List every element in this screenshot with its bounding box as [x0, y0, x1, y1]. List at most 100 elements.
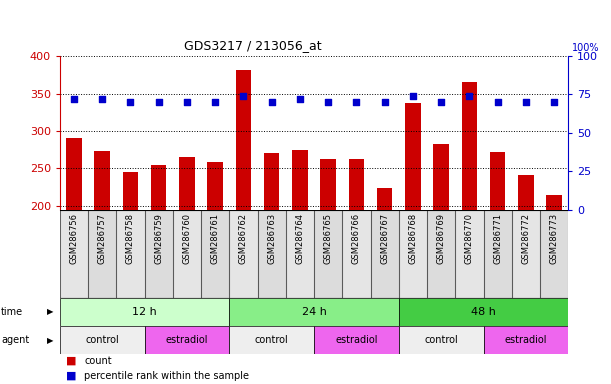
Text: time: time [1, 307, 23, 317]
Text: 48 h: 48 h [471, 307, 496, 317]
Bar [512, 210, 540, 298]
Bar [179, 157, 195, 210]
Text: control: control [255, 335, 288, 345]
Bar [546, 195, 562, 210]
Text: GSM286756: GSM286756 [70, 213, 78, 264]
Text: GSM286760: GSM286760 [183, 213, 191, 264]
Bar [264, 154, 279, 210]
Text: estradiol: estradiol [166, 335, 208, 345]
Point [408, 93, 418, 99]
Bar [95, 151, 110, 210]
Point [97, 96, 107, 102]
Bar [455, 210, 483, 298]
Bar [145, 210, 173, 298]
Text: estradiol: estradiol [505, 335, 547, 345]
Text: 100%: 100% [573, 43, 600, 53]
Bar [399, 298, 568, 326]
Text: GSM286768: GSM286768 [408, 213, 417, 264]
Bar [342, 210, 370, 298]
Text: GSM286757: GSM286757 [98, 213, 107, 264]
Text: GSM286761: GSM286761 [211, 213, 220, 264]
Text: GSM286762: GSM286762 [239, 213, 248, 264]
Bar [208, 162, 223, 210]
Text: GSM286773: GSM286773 [550, 213, 558, 264]
Bar [462, 82, 477, 210]
Bar [314, 210, 342, 298]
Text: estradiol: estradiol [335, 335, 378, 345]
Bar [88, 210, 116, 298]
Text: count: count [84, 356, 112, 366]
Point [210, 99, 220, 105]
Text: control: control [424, 335, 458, 345]
Bar [258, 210, 286, 298]
Bar [405, 103, 420, 210]
Point [126, 99, 136, 105]
Point [549, 99, 559, 105]
Text: GSM286769: GSM286769 [437, 213, 445, 264]
Bar [320, 159, 336, 210]
Bar [229, 210, 258, 298]
Bar [518, 175, 533, 210]
Bar [66, 138, 82, 210]
Bar [286, 210, 314, 298]
Point [464, 93, 474, 99]
Point [380, 99, 390, 105]
Bar [145, 326, 229, 354]
Text: GSM286771: GSM286771 [493, 213, 502, 264]
Bar [236, 70, 251, 210]
Text: agent: agent [1, 335, 29, 345]
Text: control: control [86, 335, 119, 345]
Text: ▶: ▶ [47, 336, 54, 344]
Text: ■: ■ [66, 356, 76, 366]
Bar [399, 326, 483, 354]
Bar [370, 210, 399, 298]
Bar [60, 298, 229, 326]
Bar [151, 165, 166, 210]
Bar [123, 172, 138, 210]
Bar [229, 326, 314, 354]
Bar [377, 188, 392, 210]
Text: ■: ■ [66, 371, 76, 381]
Point [238, 93, 248, 99]
Point [351, 99, 361, 105]
Text: 24 h: 24 h [302, 307, 326, 317]
Text: GSM286766: GSM286766 [352, 213, 361, 264]
Bar [60, 210, 88, 298]
Bar [490, 152, 505, 210]
Point [492, 99, 502, 105]
Bar [399, 210, 427, 298]
Point [323, 99, 333, 105]
Bar [483, 210, 512, 298]
Bar [427, 210, 455, 298]
Point [182, 99, 192, 105]
Text: GSM286767: GSM286767 [380, 213, 389, 264]
Text: GSM286772: GSM286772 [521, 213, 530, 264]
Point [295, 96, 305, 102]
Bar [116, 210, 145, 298]
Text: ▶: ▶ [47, 308, 54, 316]
Point [267, 99, 277, 105]
Point [69, 96, 79, 102]
Text: GSM286759: GSM286759 [154, 213, 163, 264]
Text: GSM286764: GSM286764 [296, 213, 304, 264]
Bar [173, 210, 201, 298]
Bar [483, 326, 568, 354]
Bar [314, 326, 399, 354]
Point [154, 99, 164, 105]
Text: GDS3217 / 213056_at: GDS3217 / 213056_at [185, 39, 322, 52]
Bar [292, 151, 308, 210]
Bar [433, 144, 449, 210]
Bar [201, 210, 229, 298]
Text: percentile rank within the sample: percentile rank within the sample [84, 371, 249, 381]
Text: GSM286765: GSM286765 [324, 213, 332, 264]
Bar [60, 326, 145, 354]
Bar [540, 210, 568, 298]
Text: 12 h: 12 h [132, 307, 157, 317]
Text: GSM286770: GSM286770 [465, 213, 474, 264]
Point [436, 99, 446, 105]
Bar [349, 159, 364, 210]
Bar [229, 298, 399, 326]
Text: GSM286763: GSM286763 [267, 213, 276, 264]
Point [521, 99, 531, 105]
Text: GSM286758: GSM286758 [126, 213, 135, 264]
